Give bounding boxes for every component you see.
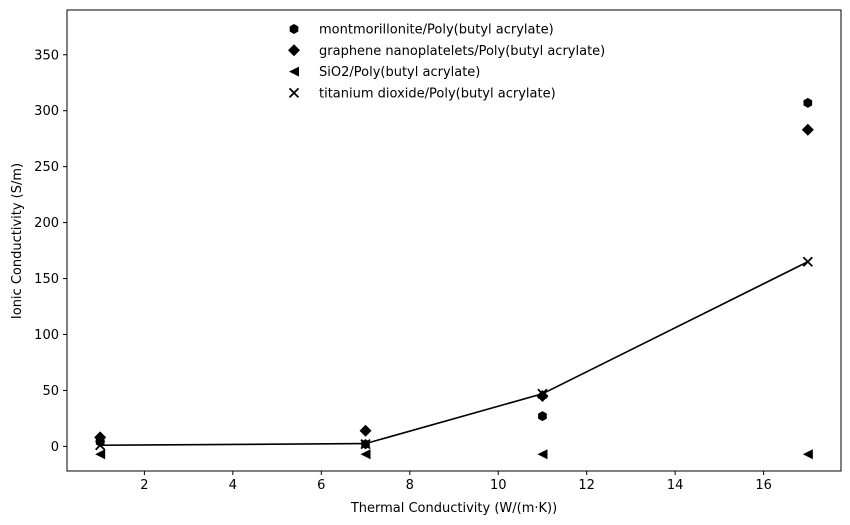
x-tick-label: 10 (490, 478, 507, 493)
legend-marker-diamond (288, 44, 300, 57)
y-tick-label: 50 (42, 384, 59, 399)
x-axis-label: Thermal Conductivity (W/(m·K)) (350, 501, 557, 516)
data-point-x (802, 256, 813, 267)
legend-marker-x (288, 87, 300, 99)
data-point-x (537, 388, 548, 399)
data-point-triangle-left (537, 449, 548, 460)
data-point-triangle-left (802, 449, 813, 460)
data-point-diamond (359, 424, 372, 437)
plot-area (94, 97, 814, 460)
x-tick-label: 8 (406, 478, 414, 493)
data-point-hexagon (538, 411, 547, 422)
y-tick-label: 100 (34, 328, 59, 343)
data-point-triangle-left (95, 449, 106, 460)
data-point-diamond (536, 390, 549, 403)
legend-label: graphene nanoplatelets/Poly(butyl acryla… (319, 44, 605, 59)
legend: montmorillonite/Poly(butyl acrylate) grap… (288, 23, 605, 101)
legend-label: montmorillonite/Poly(butyl acrylate) (319, 23, 554, 38)
y-tick-label: 250 (34, 160, 59, 175)
data-point-diamond (801, 123, 814, 136)
y-tick-label: 300 (34, 104, 59, 119)
x-tick-label: 14 (667, 478, 684, 493)
x-tick-label: 6 (317, 478, 325, 493)
data-point-triangle-left (360, 449, 371, 460)
legend-marker-hexagon (289, 24, 299, 34)
data-point-hexagon (803, 97, 813, 108)
x-tick-label: 16 (755, 478, 772, 493)
y-tick-label: 0 (51, 440, 59, 455)
x-tick-label: 4 (229, 478, 237, 493)
data-point-diamond (94, 431, 107, 444)
x-axis: 2 4 6 8 10 12 14 16 (140, 471, 772, 493)
y-tick-label: 200 (34, 216, 59, 231)
x-tick-label: 2 (140, 478, 148, 493)
x-tick-label: 12 (578, 478, 595, 493)
legend-marker-triangle-left (289, 66, 299, 77)
legend-label: SiO2/Poly(butyl acrylate) (319, 65, 480, 80)
y-axis-label: Ionic Conductivity (S/m) (10, 163, 25, 319)
data-point-x (360, 439, 371, 450)
y-tick-label: 350 (34, 48, 59, 63)
y-tick-label: 150 (34, 272, 59, 287)
y-axis: 0 50 100 150 200 250 300 350 (34, 48, 67, 455)
legend-label: titanium dioxide/Poly(butyl acrylate) (319, 86, 556, 101)
trend-line (100, 261, 809, 447)
axes-frame (66, 9, 842, 472)
data-point-x (95, 440, 106, 451)
